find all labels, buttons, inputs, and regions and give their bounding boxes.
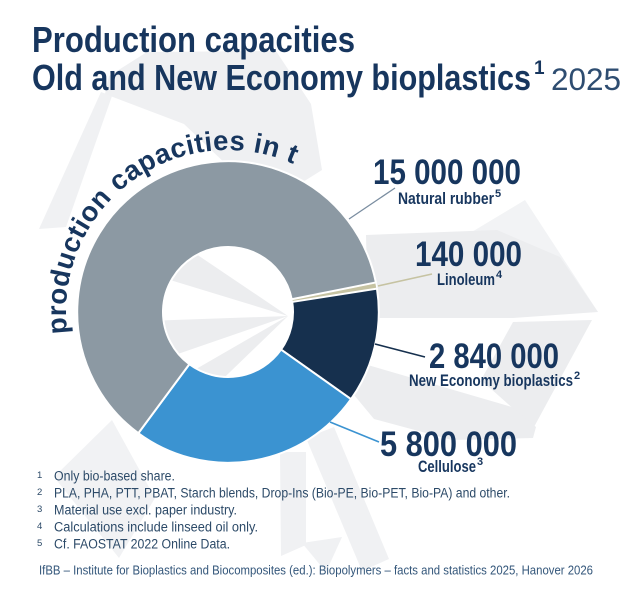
- svg-text:2025: 2025: [551, 61, 621, 97]
- svg-text:New Economy bioplastics: New Economy bioplastics: [409, 372, 573, 390]
- svg-text:2 840 000: 2 840 000: [429, 337, 559, 376]
- svg-text:4: 4: [37, 521, 42, 532]
- svg-text:Material use excl. paper indus: Material use excl. paper industry.: [54, 503, 237, 518]
- svg-text:4: 4: [496, 269, 503, 281]
- svg-text:PLA, PHA, PTT, PBAT, Starch bl: PLA, PHA, PTT, PBAT, Starch blends, Drop…: [54, 486, 510, 501]
- svg-text:Only bio-based share.: Only bio-based share.: [54, 469, 175, 484]
- svg-text:15 000 000: 15 000 000: [373, 153, 521, 192]
- svg-text:Natural rubber: Natural rubber: [398, 190, 494, 208]
- svg-text:3: 3: [37, 504, 42, 515]
- svg-text:3: 3: [477, 456, 483, 468]
- svg-text:Cellulose: Cellulose: [418, 458, 476, 476]
- svg-text:IfBB – Institute for Bioplasti: IfBB – Institute for Bioplastics and Bio…: [39, 563, 593, 578]
- svg-text:Old and New Economy bioplastic: Old and New Economy bioplastics: [32, 57, 531, 98]
- svg-text:Production capacities: Production capacities: [32, 19, 355, 60]
- svg-text:2: 2: [574, 370, 580, 382]
- svg-text:Calculations include linseed o: Calculations include linseed oil only.: [54, 520, 258, 535]
- svg-text:1: 1: [37, 470, 42, 481]
- svg-text:1: 1: [534, 58, 545, 79]
- svg-text:Cf. FAOSTAT 2022 Online Data.: Cf. FAOSTAT 2022 Online Data.: [54, 537, 230, 552]
- svg-text:5: 5: [37, 538, 42, 549]
- svg-text:2: 2: [37, 487, 42, 498]
- svg-text:5 800 000: 5 800 000: [380, 425, 517, 464]
- svg-text:Linoleum: Linoleum: [437, 271, 495, 289]
- svg-text:5: 5: [495, 188, 501, 200]
- svg-text:140 000: 140 000: [415, 235, 522, 274]
